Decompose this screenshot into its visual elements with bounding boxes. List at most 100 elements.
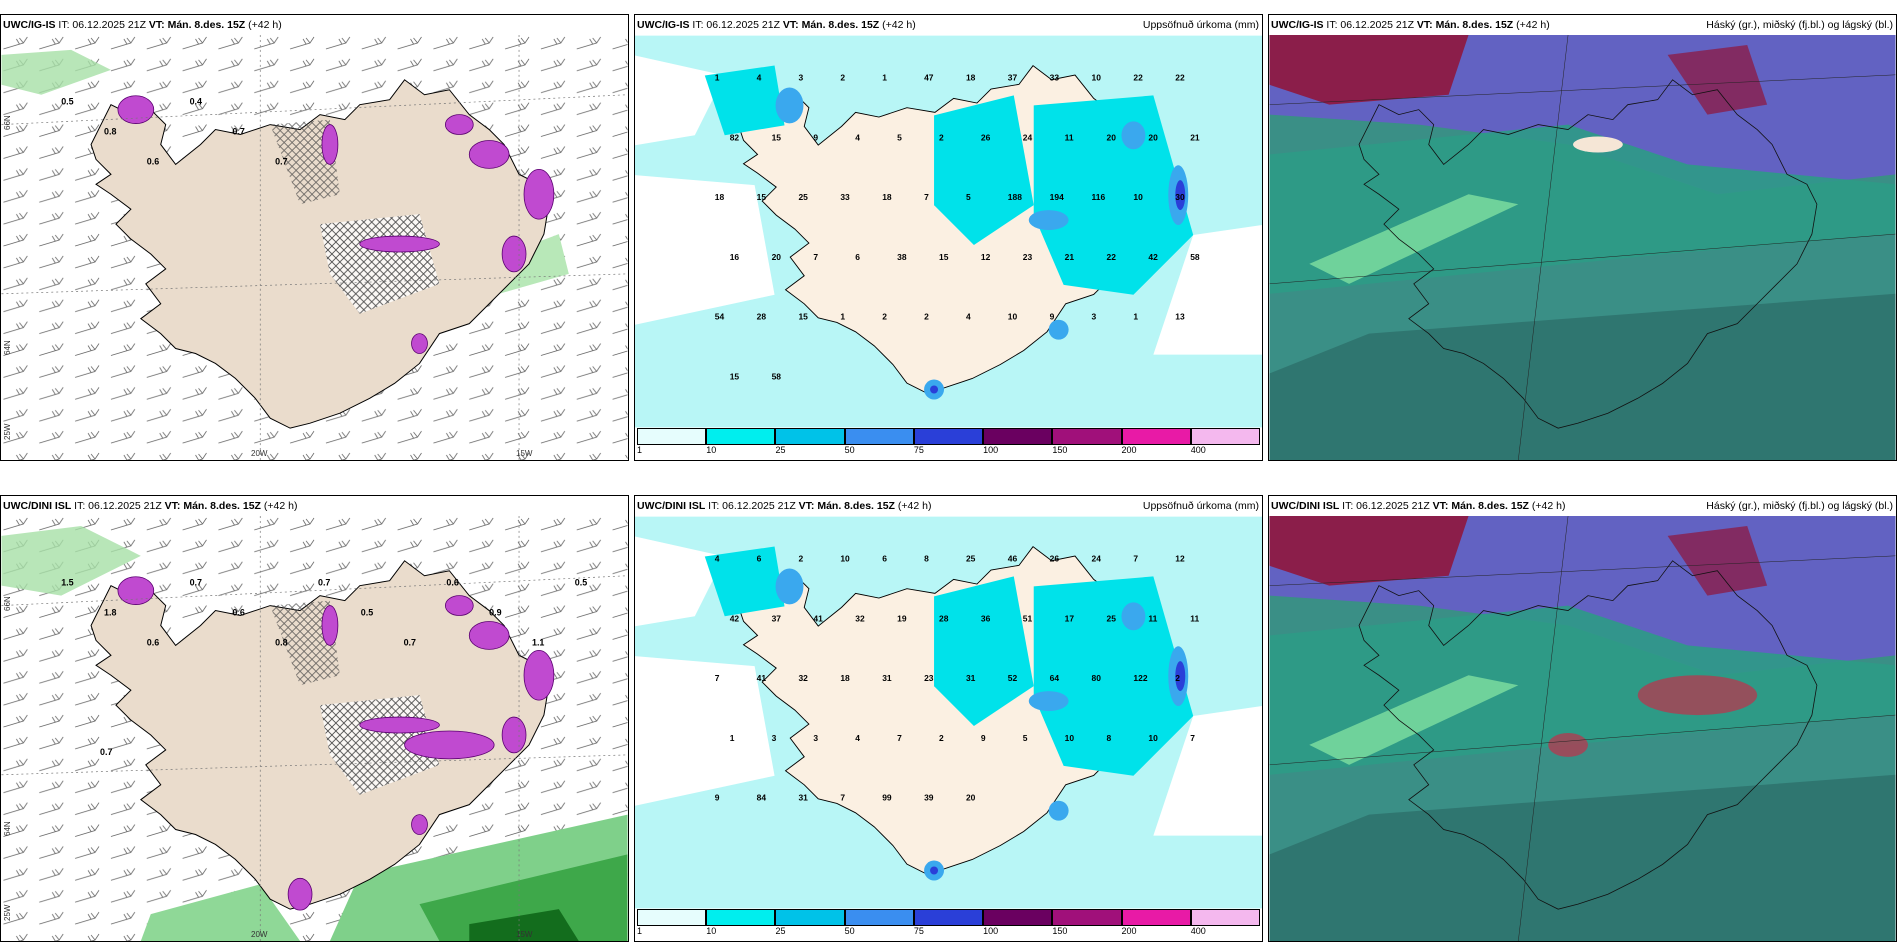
lon-label: 20W — [251, 449, 268, 458]
colorbar-swatch — [983, 909, 1053, 926]
wind-value-label: 0.6 — [446, 578, 458, 588]
wind-value-label: 1.1 — [532, 637, 544, 647]
wind-precip-map: 1.5 1.8 0.6 0.7 0.6 0.8 0.7 0.5 0.7 0.6 0.9 1.1 0.5 0… — [1, 516, 628, 941]
panel-header: UWC/IG-IS IT: 06.12.2025 21Z VT: Mán. 8.… — [1, 15, 628, 35]
colorbar-swatch — [1052, 428, 1122, 445]
colorbar-tick: 10 — [706, 926, 717, 936]
init-time: IT: 06.12.2025 21Z — [74, 500, 162, 512]
lat-label: 64N — [3, 340, 12, 355]
wind-value-label: 0.7 — [100, 747, 112, 757]
lead-time: (+42 h) — [882, 19, 916, 31]
lead-time: (+42 h) — [248, 19, 282, 31]
colorbar-swatch — [844, 909, 914, 926]
precip-magenta-areas — [117, 576, 555, 911]
init-time: IT: 06.12.2025 21Z — [58, 19, 146, 31]
colorbar-swatch — [1190, 909, 1260, 926]
colorbar-tick: 200 — [1121, 445, 1137, 455]
valid-time-label: VT: — [798, 500, 815, 512]
wind-value-label: 0.5 — [61, 97, 73, 107]
colorbar-tick: 400 — [1190, 926, 1206, 936]
init-time: IT: 06.12.2025 21Z — [1342, 500, 1430, 512]
model-name: UWC/IG-IS — [637, 19, 690, 31]
colorbar-tick: 75 — [913, 445, 924, 455]
precip-magenta-areas — [117, 95, 555, 354]
colorbar-swatch — [913, 909, 984, 926]
valid-time: Mán. 8.des. 15Z — [183, 500, 261, 512]
model-name: UWC/IG-IS — [3, 19, 56, 31]
colorbar-swatch — [637, 909, 707, 926]
colorbar-swatch — [913, 428, 984, 445]
lat-label: 25W — [3, 423, 12, 440]
precip-blue-areas — [775, 568, 1189, 881]
lead-time: (+42 h) — [1531, 500, 1566, 512]
colorbar-swatch — [775, 909, 845, 926]
colorbar-swatch — [983, 428, 1053, 445]
colorbar-swatch — [637, 428, 707, 445]
panel-header: UWC/IG-IS IT: 06.12.2025 21Z VT: Mán. 8.… — [1269, 15, 1896, 35]
precip-map — [635, 516, 1262, 909]
wind-value-label: 0.7 — [404, 637, 416, 647]
colorbar-tick: 200 — [1121, 926, 1137, 936]
panel-title: Uppsöfnuð úrkoma (mm) — [1142, 19, 1259, 31]
init-time: IT: 06.12.2025 21Z — [692, 19, 780, 31]
map-panel-5: UWC/DINI ISL IT: 06.12.2025 21Z VT: Mán.… — [634, 495, 1263, 942]
map-panel-1: UWC/IG-IS IT: 06.12.2025 21Z VT: Mán. 8.… — [0, 14, 629, 461]
lead-time: (+42 h) — [1516, 19, 1550, 31]
wind-value-label: 0.6 — [232, 608, 244, 618]
colorbar-tick: 25 — [775, 926, 786, 936]
map-panel-3: UWC/IG-IS IT: 06.12.2025 21Z VT: Mán. 8.… — [1268, 14, 1897, 461]
colorbar-tick: 1 — [637, 926, 643, 936]
precip-map — [635, 35, 1262, 428]
colorbar-tick: 25 — [775, 445, 786, 455]
precip-cyan-areas — [704, 65, 1194, 295]
valid-time-label: VT: — [164, 500, 181, 512]
lon-label: 20W — [251, 930, 268, 939]
precip-cyan-areas — [704, 546, 1194, 776]
colorbar-swatch — [706, 909, 776, 926]
colorbar-tick: 10 — [706, 445, 717, 455]
model-name: UWC/IG-IS — [1271, 19, 1324, 31]
colorbar-tick: 100 — [983, 926, 999, 936]
panel-header: UWC/DINI ISL IT: 06.12.2025 21Z VT: Mán.… — [1, 496, 628, 516]
colorbar-swatch — [1190, 428, 1260, 445]
lead-time: (+42 h) — [263, 500, 298, 512]
lat-label: 66N — [3, 596, 12, 611]
wind-value-label: 0.8 — [275, 637, 287, 647]
wind-precip-map: 0.5 0.8 0.6 0.4 0.7 0.7 — [1, 35, 628, 460]
valid-time: Mán. 8.des. 15Z — [167, 19, 246, 31]
wind-value-label: 1.8 — [104, 608, 116, 618]
map-panel-2: UWC/IG-IS IT: 06.12.2025 21Z VT: Mán. 8.… — [634, 14, 1263, 461]
colorbar-swatch — [706, 428, 776, 445]
lat-label: 25W — [3, 904, 12, 921]
valid-time-label: VT: — [782, 19, 799, 31]
panel-header: UWC/DINI ISL IT: 06.12.2025 21Z VT: Mán.… — [1269, 496, 1896, 516]
panel-header: UWC/DINI ISL IT: 06.12.2025 21Z VT: Mán.… — [635, 496, 1262, 516]
colorbar-tick: 100 — [983, 445, 999, 455]
colorbar-swatch — [1052, 909, 1122, 926]
lead-time: (+42 h) — [897, 500, 932, 512]
colorbar-tick: 50 — [844, 445, 855, 455]
colorbar-tick: 150 — [1052, 445, 1068, 455]
valid-time: Mán. 8.des. 15Z — [1451, 500, 1529, 512]
valid-time: Mán. 8.des. 15Z — [817, 500, 895, 512]
colorbar-tick: 50 — [844, 926, 855, 936]
valid-time-label: VT: — [1432, 500, 1449, 512]
wind-value-label: 0.5 — [361, 608, 373, 618]
valid-time-label: VT: — [1416, 19, 1433, 31]
lon-label: 15W — [516, 930, 533, 939]
wind-value-label: 0.6 — [147, 637, 159, 647]
lat-label: 64N — [3, 821, 12, 836]
wind-value-label: 0.7 — [232, 127, 244, 137]
colorbar-swatch — [1121, 909, 1191, 926]
panel-title: Háský (gr.), miðský (fj.bl.) og lágský (… — [1706, 19, 1893, 31]
wind-value-label: 0.4 — [190, 97, 202, 107]
wind-value-label: 1.5 — [61, 578, 73, 588]
colorbar-swatch — [1121, 428, 1191, 445]
valid-time: Mán. 8.des. 15Z — [801, 19, 880, 31]
model-name: UWC/DINI ISL — [637, 500, 706, 512]
valid-time-label: VT: — [148, 19, 165, 31]
cloud-map — [1269, 35, 1896, 460]
panel-title: Háský (gr.), miðský (fj.bl.) og lágský (… — [1706, 500, 1893, 512]
wind-value-label: 0.8 — [104, 127, 116, 137]
model-name: UWC/DINI ISL — [1271, 500, 1340, 512]
